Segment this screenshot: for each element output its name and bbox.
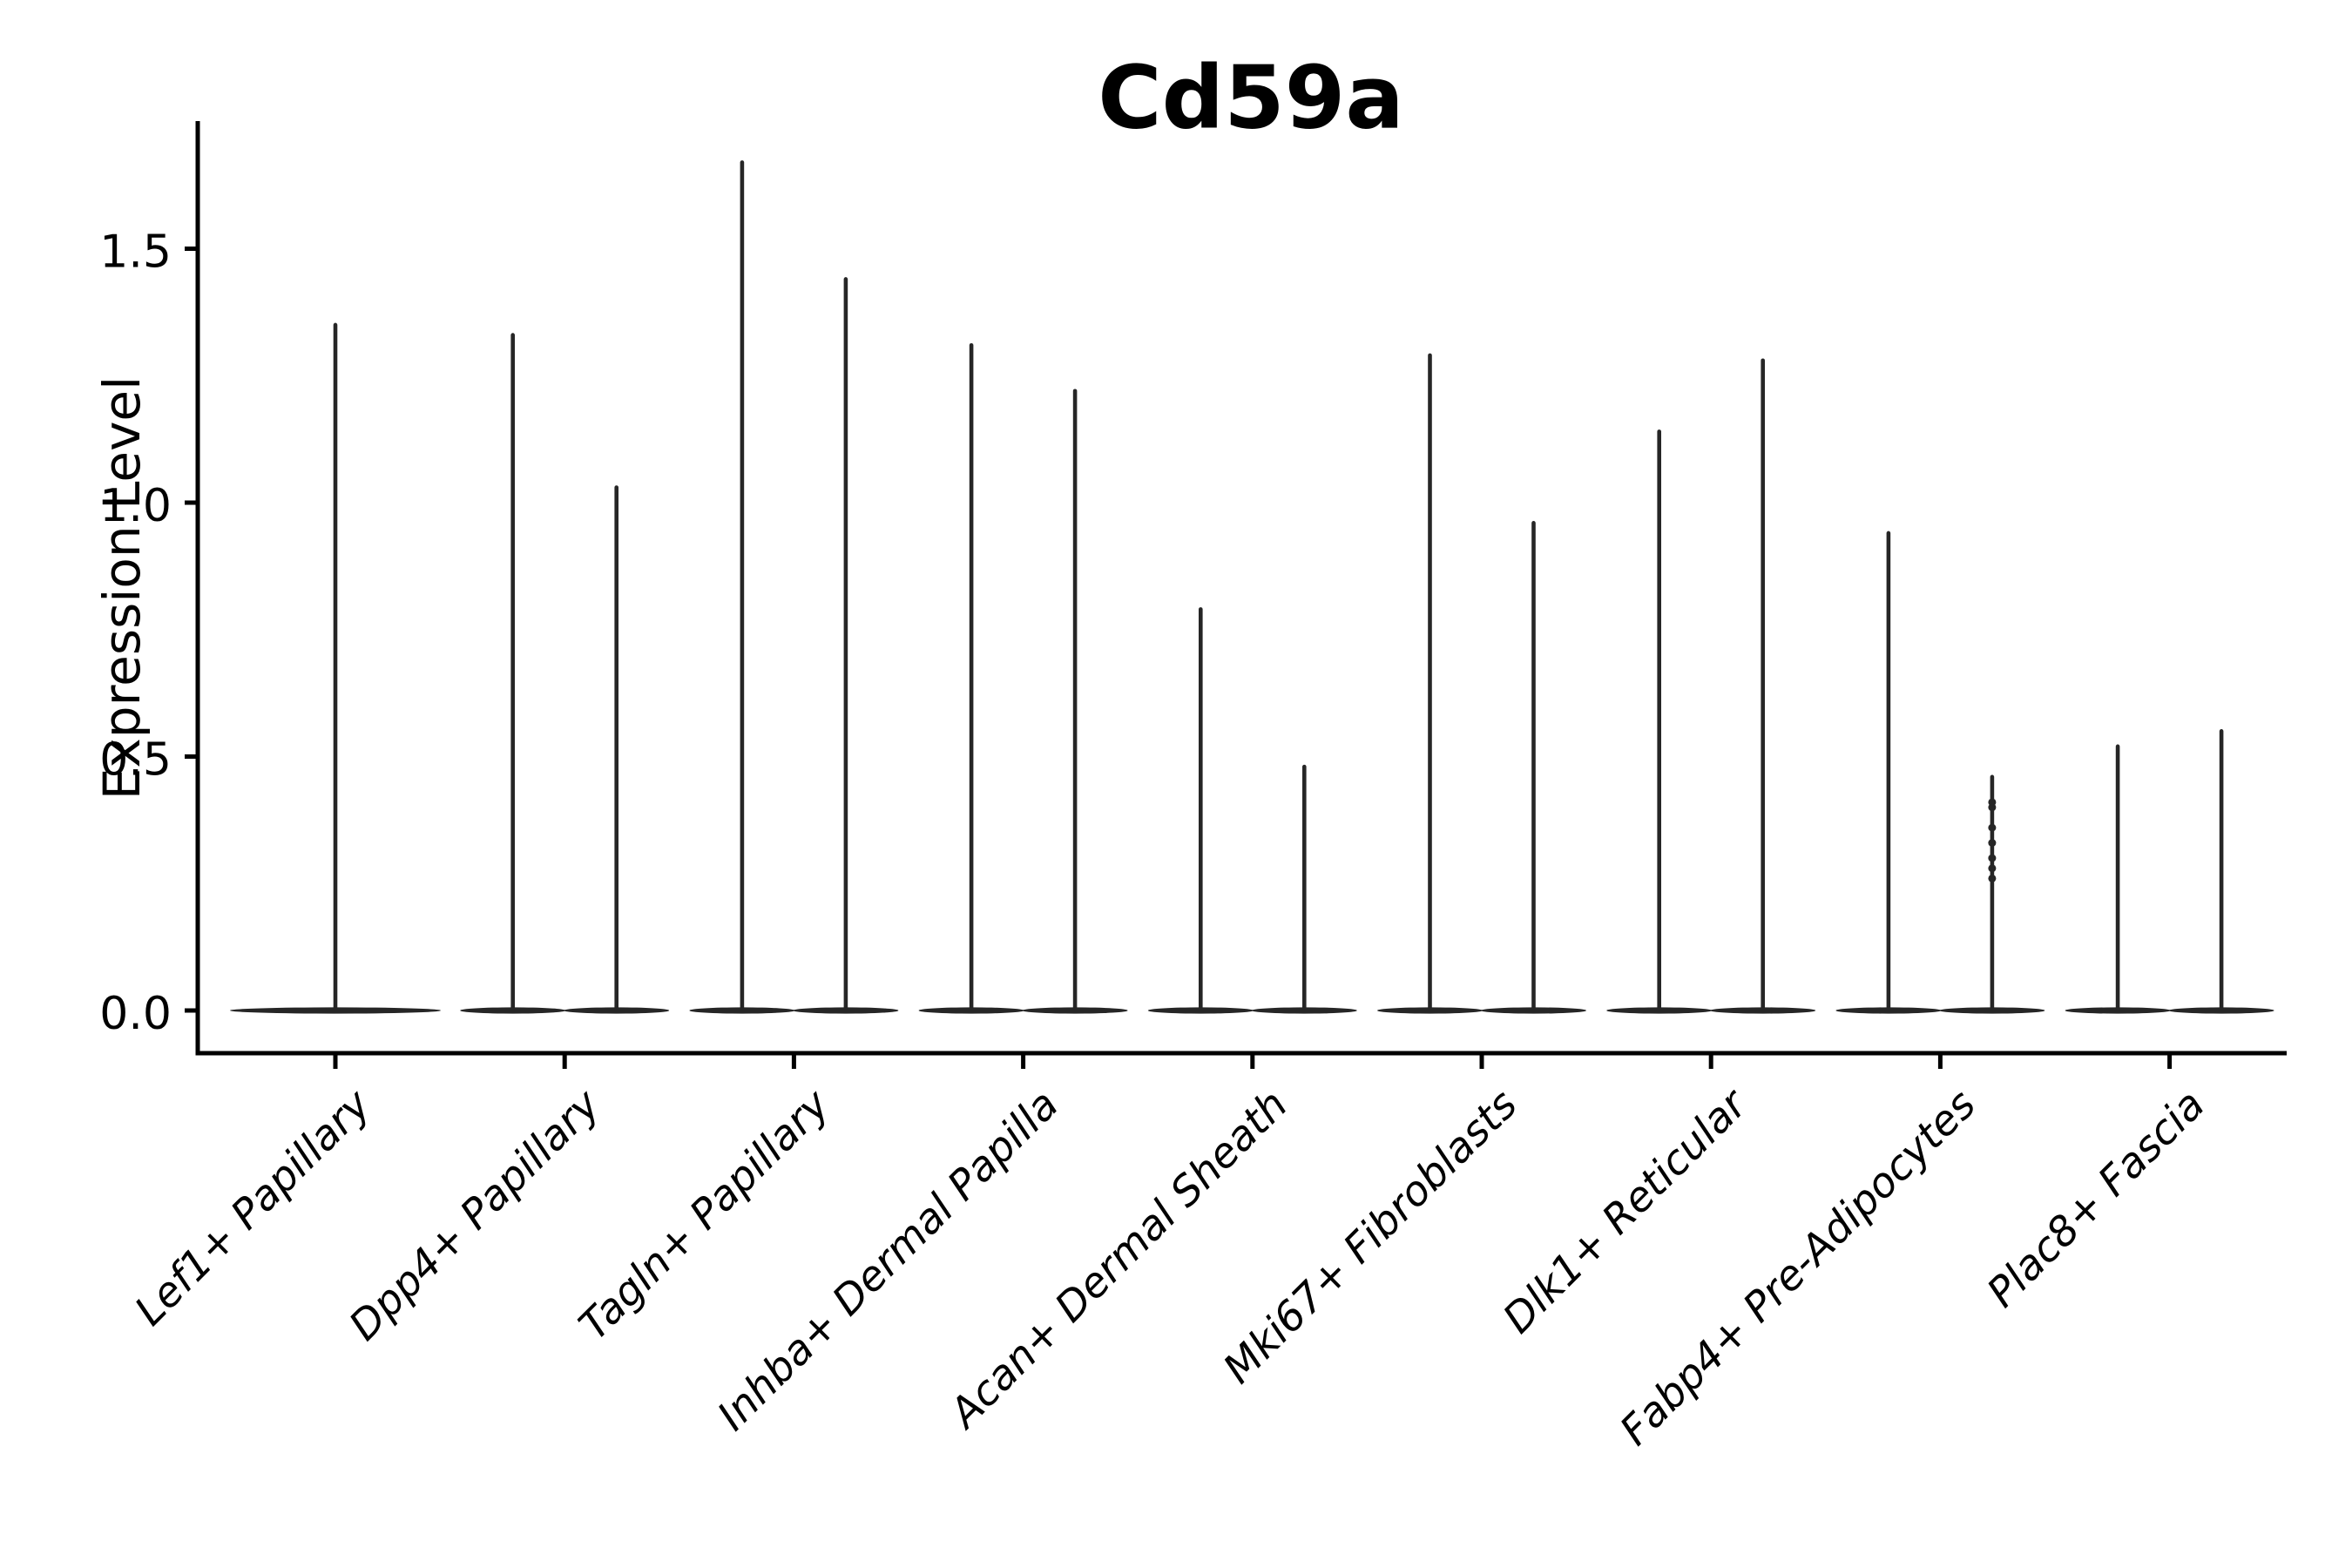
y-tick-label: 0.0: [99, 988, 172, 1040]
jitter-point: [1988, 823, 1997, 832]
jitter-point: [1988, 854, 1997, 862]
jitter-point: [1988, 839, 1997, 848]
y-tick-label: 1.5: [99, 226, 172, 279]
y-tick-label: 1.0: [99, 480, 172, 532]
chart-title: Cd59a: [1098, 46, 1404, 149]
jitter-point: [1988, 874, 1997, 882]
jitter-point: [1988, 864, 1997, 873]
y-tick-label: 0.5: [99, 734, 172, 787]
jitter-point: [1988, 803, 1997, 812]
